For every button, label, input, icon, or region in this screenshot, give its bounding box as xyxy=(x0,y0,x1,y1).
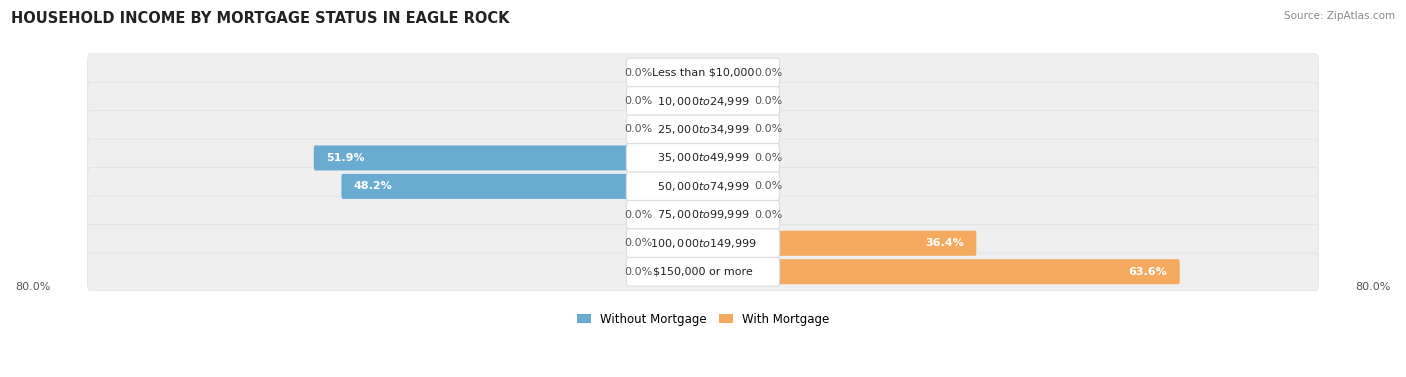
Text: $150,000 or more: $150,000 or more xyxy=(654,267,752,277)
Text: $35,000 to $49,999: $35,000 to $49,999 xyxy=(657,152,749,164)
Legend: Without Mortgage, With Mortgage: Without Mortgage, With Mortgage xyxy=(572,308,834,330)
Text: 0.0%: 0.0% xyxy=(624,238,652,248)
FancyBboxPatch shape xyxy=(626,58,780,87)
FancyBboxPatch shape xyxy=(342,174,704,199)
FancyBboxPatch shape xyxy=(702,259,749,284)
Text: $75,000 to $99,999: $75,000 to $99,999 xyxy=(657,208,749,221)
FancyBboxPatch shape xyxy=(657,89,704,113)
FancyBboxPatch shape xyxy=(657,60,704,85)
FancyBboxPatch shape xyxy=(657,259,704,284)
FancyBboxPatch shape xyxy=(702,259,1180,284)
FancyBboxPatch shape xyxy=(87,196,1319,234)
Text: 0.0%: 0.0% xyxy=(754,96,782,106)
Text: 48.2%: 48.2% xyxy=(354,181,392,192)
FancyBboxPatch shape xyxy=(702,89,749,113)
Text: 0.0%: 0.0% xyxy=(754,124,782,135)
Text: 51.9%: 51.9% xyxy=(326,153,364,163)
FancyBboxPatch shape xyxy=(702,202,749,227)
FancyBboxPatch shape xyxy=(87,82,1319,120)
Text: 36.4%: 36.4% xyxy=(925,238,965,248)
FancyBboxPatch shape xyxy=(702,60,749,85)
FancyBboxPatch shape xyxy=(702,231,976,256)
FancyBboxPatch shape xyxy=(87,168,1319,205)
Text: 0.0%: 0.0% xyxy=(624,267,652,277)
Text: $50,000 to $74,999: $50,000 to $74,999 xyxy=(657,180,749,193)
Text: 0.0%: 0.0% xyxy=(754,210,782,220)
FancyBboxPatch shape xyxy=(626,257,780,286)
FancyBboxPatch shape xyxy=(657,117,704,142)
Text: Less than $10,000: Less than $10,000 xyxy=(652,67,754,78)
FancyBboxPatch shape xyxy=(87,253,1319,290)
FancyBboxPatch shape xyxy=(702,174,749,199)
FancyBboxPatch shape xyxy=(657,146,704,170)
Text: 0.0%: 0.0% xyxy=(624,96,652,106)
Text: 0.0%: 0.0% xyxy=(624,124,652,135)
FancyBboxPatch shape xyxy=(87,111,1319,148)
Text: 0.0%: 0.0% xyxy=(754,181,782,192)
Text: 80.0%: 80.0% xyxy=(1355,282,1391,292)
FancyBboxPatch shape xyxy=(87,54,1319,91)
FancyBboxPatch shape xyxy=(626,201,780,229)
Text: $25,000 to $34,999: $25,000 to $34,999 xyxy=(657,123,749,136)
Text: Source: ZipAtlas.com: Source: ZipAtlas.com xyxy=(1284,11,1395,21)
FancyBboxPatch shape xyxy=(626,144,780,172)
FancyBboxPatch shape xyxy=(626,172,780,201)
Text: $10,000 to $24,999: $10,000 to $24,999 xyxy=(657,95,749,107)
FancyBboxPatch shape xyxy=(626,87,780,115)
FancyBboxPatch shape xyxy=(657,174,704,199)
Text: HOUSEHOLD INCOME BY MORTGAGE STATUS IN EAGLE ROCK: HOUSEHOLD INCOME BY MORTGAGE STATUS IN E… xyxy=(11,11,510,26)
FancyBboxPatch shape xyxy=(626,229,780,257)
FancyBboxPatch shape xyxy=(657,231,704,256)
FancyBboxPatch shape xyxy=(702,117,749,142)
Text: 80.0%: 80.0% xyxy=(15,282,51,292)
Text: 0.0%: 0.0% xyxy=(754,153,782,163)
FancyBboxPatch shape xyxy=(87,224,1319,262)
Text: 0.0%: 0.0% xyxy=(624,210,652,220)
FancyBboxPatch shape xyxy=(702,231,749,256)
FancyBboxPatch shape xyxy=(314,146,704,170)
Text: 0.0%: 0.0% xyxy=(754,67,782,78)
FancyBboxPatch shape xyxy=(87,139,1319,177)
Text: 63.6%: 63.6% xyxy=(1129,267,1167,277)
FancyBboxPatch shape xyxy=(702,146,749,170)
FancyBboxPatch shape xyxy=(626,115,780,144)
FancyBboxPatch shape xyxy=(657,202,704,227)
Text: 0.0%: 0.0% xyxy=(624,67,652,78)
Text: $100,000 to $149,999: $100,000 to $149,999 xyxy=(650,237,756,250)
